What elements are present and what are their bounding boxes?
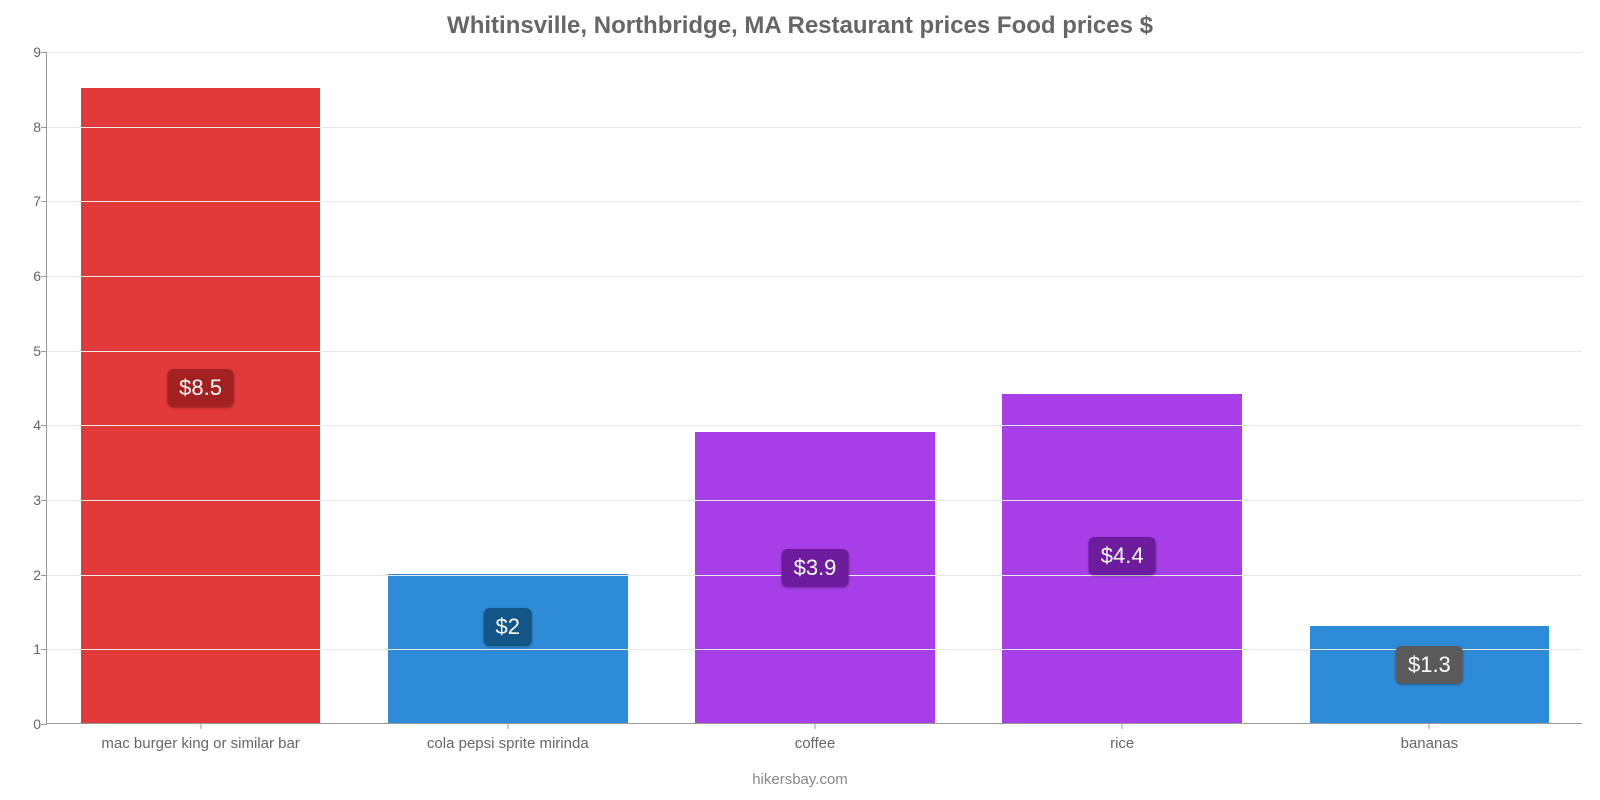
ytick-label: 9 xyxy=(17,44,41,60)
ytick-mark xyxy=(41,425,47,426)
xtick-mark xyxy=(815,723,816,729)
ytick-mark xyxy=(41,201,47,202)
ytick-mark xyxy=(41,351,47,352)
ytick-mark xyxy=(41,52,47,53)
xtick-mark xyxy=(1122,723,1123,729)
xtick-mark xyxy=(507,723,508,729)
ytick-label: 6 xyxy=(17,268,41,284)
ytick-label: 3 xyxy=(17,492,41,508)
xtick-label: coffee xyxy=(795,735,836,752)
ytick-label: 0 xyxy=(17,716,41,732)
bar-value-label: $4.4 xyxy=(1089,537,1156,575)
ytick-mark xyxy=(41,127,47,128)
ytick-label: 7 xyxy=(17,193,41,209)
grid-line xyxy=(47,351,1582,352)
grid-line xyxy=(47,425,1582,426)
bar-value-label: $3.9 xyxy=(782,549,849,587)
xtick-mark xyxy=(1429,723,1430,729)
xtick-mark xyxy=(200,723,201,729)
chart-title: Whitinsville, Northbridge, MA Restaurant… xyxy=(0,12,1600,40)
ytick-label: 2 xyxy=(17,567,41,583)
xtick-label: rice xyxy=(1110,735,1134,752)
attribution-text: hikersbay.com xyxy=(0,771,1600,788)
chart-container: Whitinsville, Northbridge, MA Restaurant… xyxy=(0,0,1600,800)
ytick-mark xyxy=(41,276,47,277)
grid-line xyxy=(47,52,1582,53)
bar-value-label: $8.5 xyxy=(167,369,234,407)
xtick-label: bananas xyxy=(1401,735,1459,752)
bar xyxy=(388,574,628,723)
ytick-label: 4 xyxy=(17,417,41,433)
grid-line xyxy=(47,127,1582,128)
ytick-mark xyxy=(41,500,47,501)
xtick-label: mac burger king or similar bar xyxy=(101,735,299,752)
plot-area: 0123456789$8.5mac burger king or similar… xyxy=(46,52,1582,724)
grid-line xyxy=(47,276,1582,277)
ytick-mark xyxy=(41,575,47,576)
ytick-label: 8 xyxy=(17,119,41,135)
grid-line xyxy=(47,500,1582,501)
bar-value-label: $2 xyxy=(484,608,532,646)
bars-layer xyxy=(47,52,1582,723)
xtick-label: cola pepsi sprite mirinda xyxy=(427,735,589,752)
ytick-label: 5 xyxy=(17,343,41,359)
ytick-label: 1 xyxy=(17,641,41,657)
ytick-mark xyxy=(41,724,47,725)
bar-value-label: $1.3 xyxy=(1396,646,1463,684)
grid-line xyxy=(47,201,1582,202)
grid-line xyxy=(47,649,1582,650)
ytick-mark xyxy=(41,649,47,650)
